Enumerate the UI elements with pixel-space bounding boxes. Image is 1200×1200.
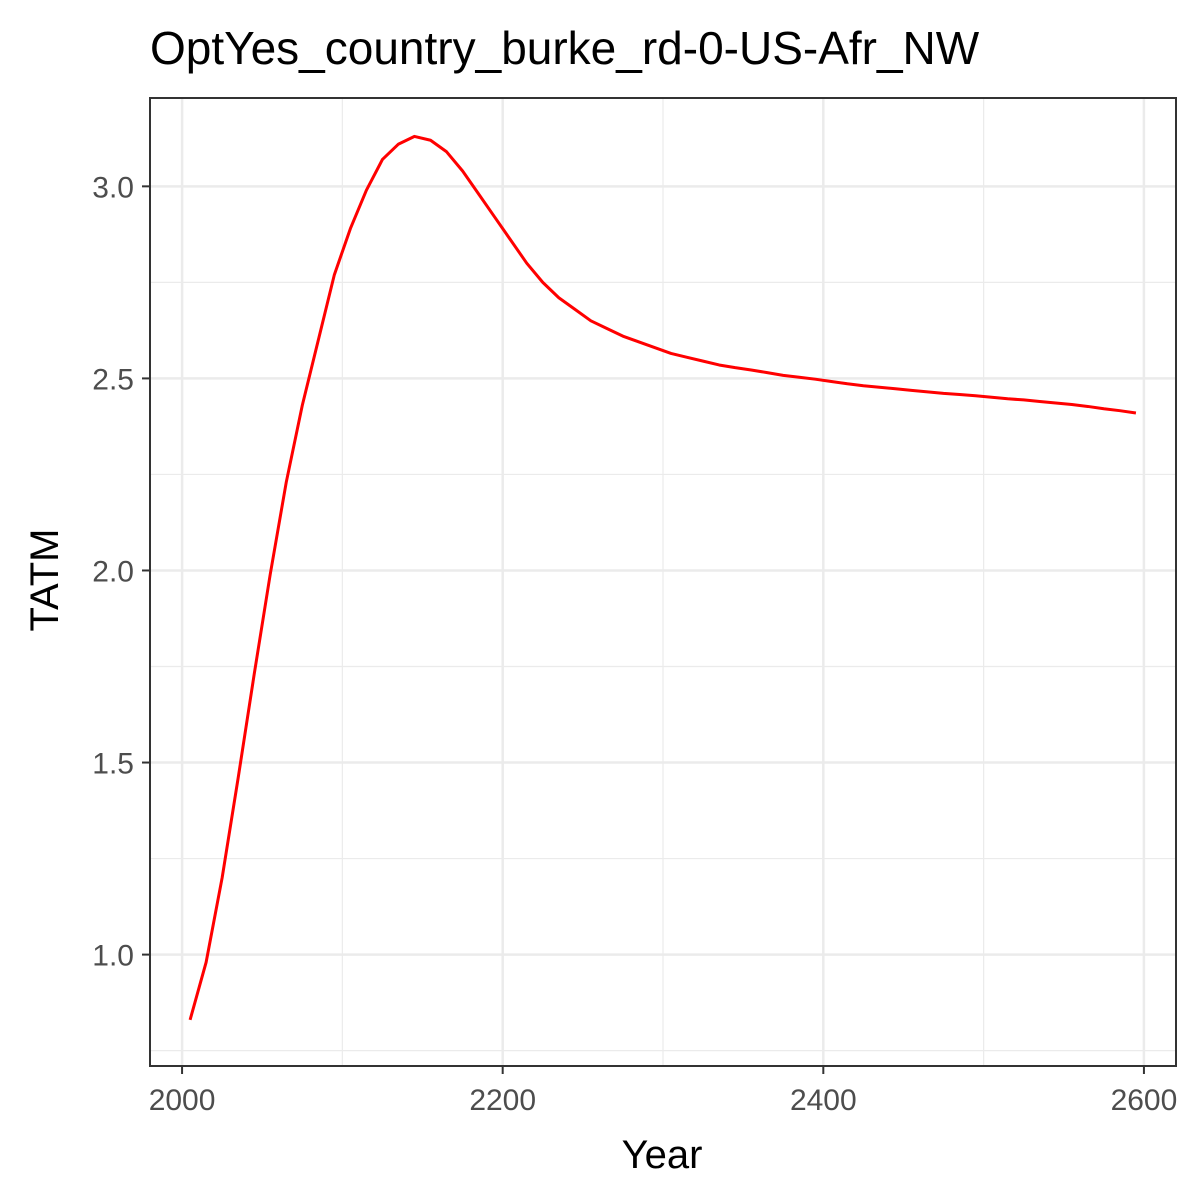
x-tick-label: 2600 (1111, 1084, 1178, 1117)
minor-gridlines (150, 98, 1176, 1066)
x-axis: 2000 2200 2400 2600 (149, 1066, 1178, 1117)
plot-panel (149, 97, 1177, 1067)
major-gridlines (150, 98, 1176, 1066)
series-line (188, 134, 1137, 1021)
y-tick-label: 1.0 (92, 940, 134, 973)
x-axis-title: Year (622, 1133, 703, 1177)
y-axis: 1.0 1.5 2.0 2.5 3.0 (92, 171, 150, 973)
x-tick-label: 2000 (149, 1084, 216, 1117)
y-tick-label: 3.0 (92, 171, 134, 204)
y-axis-title: TATM (23, 529, 67, 632)
y-tick-label: 1.5 (92, 748, 134, 781)
y-tick-label: 2.0 (92, 555, 134, 588)
x-tick-label: 2200 (469, 1084, 536, 1117)
chart-title: OptYes_country_burke_rd-0-US-Afr_NW (150, 22, 980, 74)
x-tick-label: 2400 (790, 1084, 857, 1117)
y-tick-label: 2.5 (92, 363, 134, 396)
panel-border (149, 97, 1177, 1067)
